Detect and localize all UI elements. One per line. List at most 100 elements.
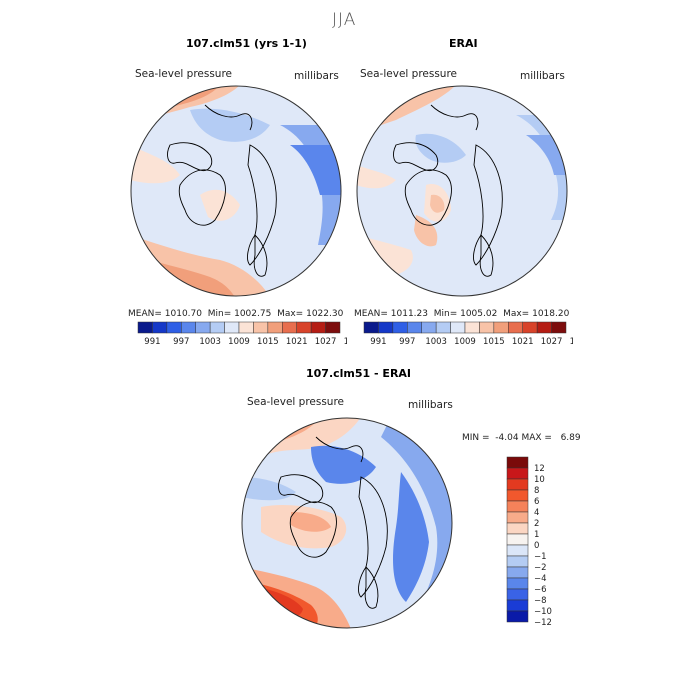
panel1-colorbar-swatch xyxy=(296,321,312,334)
panel1-colorbar-swatch xyxy=(253,321,269,334)
panel2-colorbar-tick-label: 1033 xyxy=(570,337,573,347)
panel2-colorbar-swatch xyxy=(508,321,523,334)
panel1-mean-label: MEAN= xyxy=(128,309,162,319)
panel3-colorbar-swatch xyxy=(506,599,529,612)
panel2-colorbar-swatch xyxy=(536,321,552,334)
panel3-colorbar-swatch xyxy=(506,577,529,590)
panel1-colorbar-ticks: 991 997 1003 1009 1015 1021 1027 1033 xyxy=(144,337,347,347)
panel2-max-value: 1018.20 xyxy=(532,309,570,319)
panel3-coastline-eurasia xyxy=(358,476,388,598)
panel2-colorbar-swatch xyxy=(435,321,451,334)
panel3-pos-center-core xyxy=(291,512,331,532)
panel3-colorbar-tick-label: −4 xyxy=(534,574,547,584)
panel3-coastline-scandinavia xyxy=(364,565,379,609)
panel3-colorbar-tick-label: −12 xyxy=(534,618,552,626)
panel1-coastline-scandinavia xyxy=(253,233,268,277)
panel3-colorbar-tick-label: −1 xyxy=(534,552,547,562)
panel3-colorbar-swatch xyxy=(506,478,529,491)
panel2-colorbar-swatch xyxy=(378,321,394,334)
panel1-title: 107.clm51 (yrs 1-1) xyxy=(186,37,307,50)
panel1-colorbar-tick-label: 1003 xyxy=(199,337,221,347)
panel3-neg-north xyxy=(311,445,376,484)
page-title: JJA xyxy=(332,10,357,30)
panel1-coastline-canada xyxy=(167,142,213,172)
panel3-colorbar-swatch xyxy=(506,566,529,579)
panel1-colorbar-tick-label: 1021 xyxy=(286,337,308,347)
panel3-colorbar-swatch xyxy=(506,500,529,513)
panel3-map-border xyxy=(241,417,453,629)
panel2-colorbar-tick-label: 1003 xyxy=(425,337,447,347)
panel3-colorbar-tick-label: −8 xyxy=(534,596,547,606)
panel2-colorbar-tick-label: 997 xyxy=(399,337,415,347)
panel3-map xyxy=(241,417,453,629)
panel2-max-label: Max= xyxy=(503,309,530,319)
panel3-coastline-canada xyxy=(278,474,324,504)
panel1-coastline-alaska xyxy=(204,104,253,131)
panel2-colorbar-swatch xyxy=(551,321,567,334)
panel3-colorbar-tick-label: 8 xyxy=(534,486,539,496)
panel1-map-border xyxy=(130,85,342,297)
panel3-max-label: MAX = xyxy=(521,433,552,443)
panel2-high-center-core xyxy=(430,194,445,213)
panel1-max-label: Max= xyxy=(277,309,304,319)
panel3-colorbar-swatch xyxy=(506,555,529,568)
panel1-colorbar-swatch xyxy=(282,321,297,334)
panel3-colorbar-swatch xyxy=(506,544,529,557)
panel1-colorbar-swatch xyxy=(224,321,240,334)
panel1-colorbar-swatch xyxy=(325,321,341,334)
panel2-coastline-canada xyxy=(393,142,439,172)
panel3-colorbar-swatch xyxy=(506,522,529,535)
panel2-colorbar-swatch xyxy=(464,321,480,334)
panel2-colorbar-swatch xyxy=(479,321,495,334)
panel1-low-north xyxy=(190,108,270,142)
panel2-colorbar-swatch xyxy=(522,321,538,334)
panel2-colorbar-swatch xyxy=(450,321,466,334)
panel3-colorbar xyxy=(506,456,529,623)
panel2-coastline-alaska xyxy=(430,104,479,131)
panel3-colorbar-swatch xyxy=(506,588,529,601)
panel3-min-value: -4.04 xyxy=(495,433,519,443)
panel3-colorbar-swatch xyxy=(506,533,529,546)
panel1-units-label: millibars xyxy=(294,70,339,82)
panel3-units-label: millibars xyxy=(408,399,453,411)
panel1-high-center xyxy=(200,189,240,221)
panel3-colorbar-tick-label: 0 xyxy=(534,541,539,551)
panel3-colorbar-tick-label: 4 xyxy=(534,508,539,518)
panel1-colorbar-tick-label: 997 xyxy=(173,337,189,347)
panel1-colorbar-swatch xyxy=(166,321,182,334)
panel1-map xyxy=(130,85,342,297)
panel2-high-west-upper xyxy=(357,165,396,189)
panel1-colorbar-tick-label: 991 xyxy=(144,337,160,347)
panel2-stats: MEAN= 1011.23 Min= 1005.02 Max= 1018.20 xyxy=(354,309,569,319)
panel2-colorbar-swatch xyxy=(493,321,509,334)
panel3-colorbar-tick-label: 1 xyxy=(534,530,539,540)
panel2-coastline-scandinavia xyxy=(479,233,494,277)
panel2-colorbar-tick-label: 1021 xyxy=(512,337,534,347)
panel2-min-label: Min= xyxy=(433,309,458,319)
panel1-colorbar-tick-label: 1009 xyxy=(228,337,250,347)
panel3-colorbar-swatch xyxy=(506,610,529,623)
panel2-colorbar-ticks: 991 997 1003 1009 1015 1021 1027 1033 xyxy=(370,337,573,347)
panel3-min-label: MIN = xyxy=(462,433,490,443)
panel3-colorbar-tick-label: 6 xyxy=(534,497,539,507)
panel3-colorbar-tick-label: 2 xyxy=(534,519,539,529)
panel1-colorbar-swatch xyxy=(137,321,153,334)
panel2-mean-value: 1011.23 xyxy=(390,309,428,319)
panel2-coastline-eurasia xyxy=(473,144,503,266)
panel3-colorbar-tick-label: −6 xyxy=(534,585,547,595)
panel3-stats: MIN = -4.04 MAX = 6.89 xyxy=(462,433,581,443)
panel1-variable-label: Sea-level pressure xyxy=(135,68,233,80)
panel2-low-north xyxy=(415,133,466,163)
panel3-neg-east xyxy=(381,418,452,628)
panel1-colorbar-swatch xyxy=(152,321,168,334)
panel3-coastline-alaska xyxy=(315,436,364,463)
panel2-variable-label: Sea-level pressure xyxy=(360,68,458,80)
panel3-colorbar-tick-label: −10 xyxy=(534,607,552,617)
panel1-colorbar-tick-label: 1027 xyxy=(315,337,337,347)
panel2-colorbar-tick-label: 1027 xyxy=(541,337,563,347)
panel3-colorbar-tick-label: 12 xyxy=(534,464,545,474)
panel2-colorbar xyxy=(363,321,567,334)
panel1-min-label: Min= xyxy=(207,309,232,319)
panel3-colorbar-tick-label: 10 xyxy=(534,475,545,485)
